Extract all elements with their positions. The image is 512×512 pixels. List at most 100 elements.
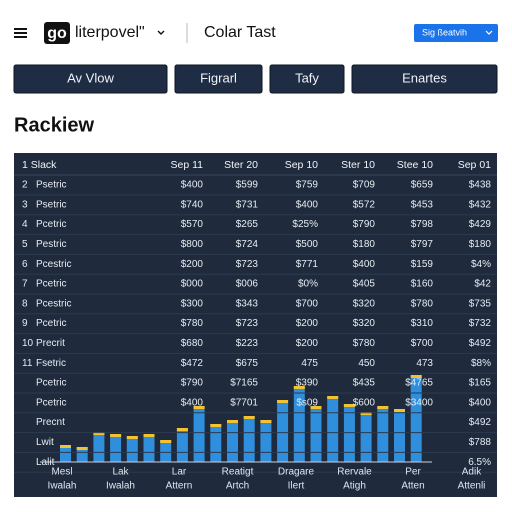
- column-header: Ster 10: [341, 159, 375, 171]
- row-label: Pcestric: [36, 298, 72, 309]
- bar: [327, 396, 339, 462]
- cell-value: $265: [236, 219, 259, 230]
- bar: [260, 420, 272, 462]
- row-label: Lwit: [36, 437, 54, 448]
- footer-label: Attern: [166, 481, 193, 492]
- footer-label: Dragare: [278, 467, 315, 478]
- bar-cap: [193, 406, 205, 409]
- cell-value: $735: [469, 298, 492, 309]
- button-chevron: [485, 30, 493, 35]
- cell-value: $790: [181, 378, 204, 389]
- bar-cap: [126, 436, 138, 439]
- column-header: Stee 10: [397, 159, 433, 171]
- footer-label: Iwalah: [48, 481, 77, 492]
- cell-value: $570: [181, 219, 204, 230]
- row-label: Pcetric: [36, 219, 67, 230]
- cell-value: $25%: [292, 219, 318, 230]
- bar-cap: [360, 412, 372, 415]
- bar-cap: [310, 406, 322, 409]
- cell-value: $453: [411, 199, 434, 210]
- menu-icon[interactable]: [14, 28, 27, 38]
- row-label: Precnt: [36, 417, 65, 428]
- footer-label: Mesl: [51, 467, 72, 478]
- tab[interactable]: [351, 64, 498, 94]
- row-number: 5: [22, 239, 28, 250]
- cell-value: $600: [353, 397, 376, 408]
- row-number: 3: [22, 199, 28, 210]
- page-title: Colar Tast: [204, 24, 276, 41]
- bar: [126, 436, 138, 462]
- bar: [210, 424, 222, 462]
- bar: [277, 400, 289, 462]
- tab-label: Av Vlow: [67, 70, 114, 85]
- bar-cap: [160, 440, 172, 443]
- tab[interactable]: [13, 64, 168, 94]
- brand[interactable]: literpovel": [75, 24, 145, 41]
- bar: [110, 434, 122, 462]
- cell-value: $472: [181, 358, 204, 369]
- footer-label: Atten: [401, 481, 424, 492]
- logo: go: [47, 25, 67, 42]
- cell-value: $8%: [471, 358, 491, 369]
- row-number: 7: [22, 279, 28, 290]
- cell-value: $405: [353, 279, 376, 290]
- column-header: Sep 10: [285, 159, 318, 171]
- cell-value: 450: [358, 358, 375, 369]
- column-header: 1 Slack: [22, 159, 57, 171]
- tab-label: Tafy: [295, 70, 319, 85]
- tab[interactable]: [269, 64, 345, 94]
- row-label: Pcetric: [36, 397, 67, 408]
- bar-cap: [93, 432, 105, 435]
- tab-label: Enartes: [402, 70, 447, 85]
- cell-value: $200: [296, 318, 319, 329]
- cell-value: $780: [181, 318, 204, 329]
- cell-value: $3400: [405, 397, 433, 408]
- footer-label: Artch: [226, 481, 249, 492]
- footer-label: Lak: [112, 467, 129, 478]
- cell-value: $0%: [298, 279, 318, 290]
- bar-cap: [76, 447, 88, 450]
- bar-cap: [227, 420, 238, 423]
- bar: [193, 406, 205, 462]
- bar-cap: [293, 386, 305, 389]
- bar-cap: [60, 445, 71, 448]
- column-header: Ster 20: [224, 159, 258, 171]
- bar: [176, 428, 188, 462]
- cell-value: $400: [353, 259, 376, 270]
- action-button[interactable]: [414, 24, 498, 42]
- cell-value: $200: [181, 259, 204, 270]
- bar-cap: [210, 424, 222, 427]
- cell-value: $432: [469, 199, 492, 210]
- footer-label: Rervale: [337, 467, 372, 478]
- tab[interactable]: [174, 64, 263, 94]
- row-label: Pcetric: [36, 318, 67, 329]
- logo-box: [44, 22, 70, 44]
- brand-chevron: [157, 30, 165, 35]
- cell-value: $400: [181, 397, 204, 408]
- cell-value: 6.5%: [468, 457, 491, 468]
- bar-cap: [176, 428, 188, 431]
- row-number: 6: [22, 259, 28, 270]
- cell-value: $675: [236, 358, 259, 369]
- cell-value: $320: [353, 298, 376, 309]
- cell-value: $s09: [296, 397, 318, 408]
- bar-cap: [343, 404, 355, 407]
- cell-value: $731: [236, 199, 259, 210]
- cell-value: $780: [411, 298, 434, 309]
- cell-value: $723: [236, 318, 259, 329]
- cell-value: $343: [236, 298, 259, 309]
- cell-value: $438: [469, 180, 492, 191]
- cell-value: $390: [296, 378, 319, 389]
- cell-value: $4765: [405, 378, 433, 389]
- cell-value: $006: [236, 279, 259, 290]
- cell-value: $680: [181, 338, 204, 349]
- column-header: Sep 11: [171, 159, 204, 171]
- cell-value: $800: [181, 239, 204, 250]
- cell-value: $740: [181, 199, 204, 210]
- cell-value: $300: [181, 298, 204, 309]
- row-number: 8: [22, 298, 28, 309]
- row-number: 11: [22, 358, 33, 369]
- cell-value: $732: [469, 318, 492, 329]
- cell-value: $000: [181, 279, 204, 290]
- cell-value: $160: [411, 279, 434, 290]
